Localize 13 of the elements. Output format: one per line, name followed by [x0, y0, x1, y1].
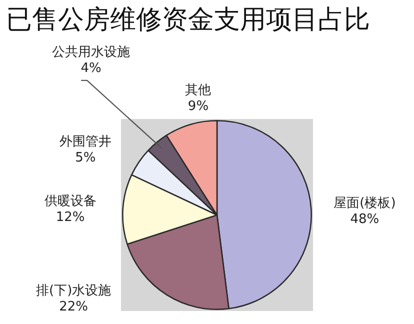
slice-label: 外围管井 [59, 134, 112, 150]
slice-label: 排(下)水设施 [36, 284, 112, 299]
slice-label: 供暖设备 [44, 194, 96, 210]
data-label: 5% [75, 150, 96, 166]
data-label: 12% [56, 210, 85, 226]
chart-title: 已售公房维修资金支用项目占比 [6, 4, 370, 37]
slice-label: 其他 [185, 83, 212, 98]
data-label: 22% [59, 300, 88, 315]
slice-label: 屋面(楼板) [334, 196, 396, 212]
data-label: 48% [350, 212, 380, 228]
slice-label: 公共用水设施 [52, 44, 130, 60]
data-label: 9% [188, 99, 209, 114]
data-label: 4% [80, 60, 102, 76]
